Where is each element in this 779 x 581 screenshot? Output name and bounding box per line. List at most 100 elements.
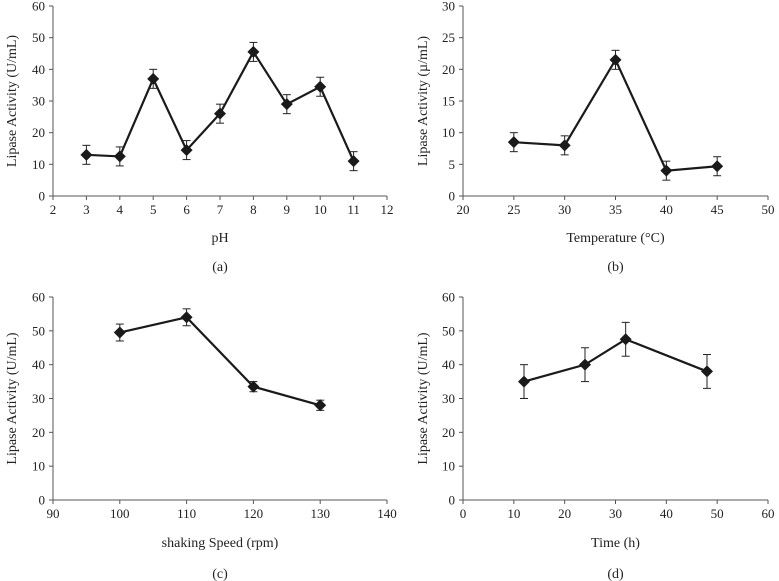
y-tick-label: 0 xyxy=(449,493,456,508)
y-tick-label: 10 xyxy=(442,459,455,474)
y-tick-label: 40 xyxy=(32,62,45,77)
y-tick-label: 60 xyxy=(442,290,455,305)
panel-a: 2 3 4 5 6 7 8 9 10 11 12 0 10 20 30 40 50 60 pH Lipase Acti… xyxy=(5,0,394,275)
x-tick-label: 10 xyxy=(314,202,327,217)
series-line xyxy=(119,316,321,407)
data-point-marker xyxy=(247,380,260,393)
y-tick-label: 20 xyxy=(442,425,455,440)
y-tick-label: 30 xyxy=(442,391,455,406)
data-point-marker xyxy=(113,326,126,339)
x-tick-label: 12 xyxy=(381,202,394,217)
y-tick-label: 50 xyxy=(32,323,45,338)
x-tick-label: 3 xyxy=(83,202,90,217)
data-point-marker xyxy=(518,375,530,388)
data-point-marker xyxy=(558,139,571,152)
x-tick-label: 40 xyxy=(660,506,673,521)
y-axis-label: Lipase Activity (U/mL) xyxy=(5,35,20,168)
data-point-marker xyxy=(113,150,126,163)
y-axis-label: Lipase Activity (µ/mL) xyxy=(416,36,431,166)
data-point-marker xyxy=(619,333,632,346)
x-tick-label: 40 xyxy=(660,202,673,217)
y-tick-label: 20 xyxy=(442,62,455,77)
y-tick-label: 40 xyxy=(32,357,45,372)
x-tick-label: 30 xyxy=(609,506,622,521)
y-tick-label: 30 xyxy=(442,0,455,14)
x-axis-label: shaking Speed (rpm) xyxy=(162,536,279,551)
series-line xyxy=(523,338,708,383)
y-tick-label: 20 xyxy=(32,125,45,140)
data-point-marker xyxy=(609,53,622,66)
y-tick-label: 25 xyxy=(442,30,455,45)
data-point-marker xyxy=(347,155,360,168)
panel-d: 0 10 20 30 40 50 60 0 10 20 30 40 50 60 Time (h) Lipase… xyxy=(416,290,775,581)
y-tick-label: 30 xyxy=(32,391,45,406)
y-tick-label: 30 xyxy=(32,94,45,109)
y-tick-label: 20 xyxy=(32,425,45,440)
y-tick-label: 50 xyxy=(442,323,455,338)
x-tick-label: 8 xyxy=(250,202,257,217)
series-line xyxy=(513,57,718,172)
x-tick-label: 35 xyxy=(609,202,622,217)
x-tick-label: 50 xyxy=(762,202,775,217)
x-tick-label: 10 xyxy=(507,506,520,521)
data-point-marker xyxy=(147,72,160,85)
x-tick-label: 110 xyxy=(177,506,196,521)
panel-label: (a) xyxy=(212,260,228,275)
panel-c: 90 100 110 120 130 140 0 10 20 30 40 50 60 shaking Sp… xyxy=(5,290,397,581)
y-axis-label: Lipase Activity (U/mL) xyxy=(5,332,20,465)
y-axis-label: Lipase Activity (U/mL) xyxy=(416,332,431,465)
data-point-marker xyxy=(314,399,327,412)
x-tick-label: 11 xyxy=(347,202,360,217)
y-tick-label: 10 xyxy=(442,125,455,140)
x-axis-label: Time (h) xyxy=(591,536,640,551)
data-point-marker xyxy=(214,107,226,120)
panel-b: 20 25 30 35 40 45 50 0 5 10 15 20 25 30 Temperature (°… xyxy=(416,0,775,275)
x-tick-label: 30 xyxy=(558,202,571,217)
data-point-marker xyxy=(80,148,93,161)
x-tick-label: 20 xyxy=(457,202,470,217)
data-point-marker xyxy=(660,164,673,177)
y-tick-label: 0 xyxy=(449,189,456,204)
y-tick-label: 60 xyxy=(32,0,45,14)
x-tick-label: 4 xyxy=(117,202,124,217)
x-tick-label: 9 xyxy=(284,202,291,217)
x-tick-label: 5 xyxy=(150,202,157,217)
x-tick-label: 140 xyxy=(377,506,397,521)
x-tick-label: 2 xyxy=(50,202,57,217)
x-tick-label: 0 xyxy=(460,506,467,521)
x-tick-label: 130 xyxy=(310,506,330,521)
y-tick-label: 10 xyxy=(32,157,45,172)
data-point-marker xyxy=(180,311,193,324)
x-tick-label: 45 xyxy=(711,202,724,217)
x-axis-label: Temperature (°C) xyxy=(566,231,665,246)
y-tick-label: 50 xyxy=(32,30,45,45)
y-tick-label: 10 xyxy=(32,459,45,474)
data-point-marker xyxy=(280,98,293,111)
data-point-marker xyxy=(314,80,327,93)
panel-label: (d) xyxy=(607,567,624,581)
data-point-marker xyxy=(579,358,591,371)
x-tick-label: 6 xyxy=(183,202,190,217)
panel-label: (b) xyxy=(607,260,624,275)
y-tick-label: 40 xyxy=(442,357,455,372)
data-point-marker xyxy=(180,144,193,157)
x-tick-label: 7 xyxy=(217,202,224,217)
y-tick-label: 60 xyxy=(32,290,45,305)
y-tick-label: 15 xyxy=(442,94,455,109)
x-tick-label: 100 xyxy=(110,506,130,521)
x-tick-label: 60 xyxy=(762,506,775,521)
data-point-marker xyxy=(711,160,724,173)
data-point-marker xyxy=(507,136,520,149)
x-tick-label: 50 xyxy=(711,506,724,521)
data-point-marker xyxy=(247,45,260,58)
x-tick-label: 25 xyxy=(507,202,520,217)
x-tick-label: 20 xyxy=(558,506,571,521)
panel-label: (c) xyxy=(212,567,228,581)
y-tick-label: 5 xyxy=(449,157,456,172)
x-axis-label: pH xyxy=(211,231,228,246)
data-point-marker xyxy=(701,365,713,378)
y-tick-label: 0 xyxy=(39,189,46,204)
x-tick-label: 120 xyxy=(244,506,264,521)
y-tick-label: 0 xyxy=(39,493,46,508)
